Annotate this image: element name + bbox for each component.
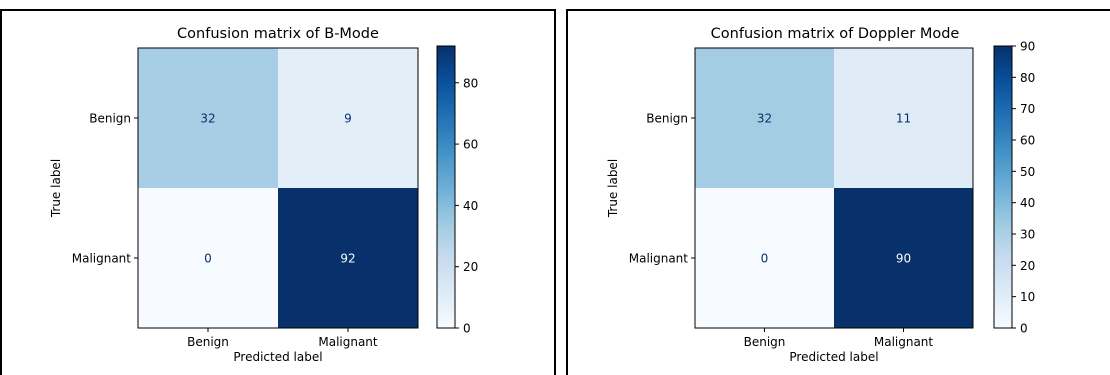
cell-value-label: 32 (200, 112, 215, 126)
plot-frame (137, 47, 419, 329)
chart-title: Confusion matrix of Doppler Mode (711, 26, 960, 42)
cell-value-label: 9 (344, 112, 352, 126)
x-tick-label: Malignant (318, 335, 378, 349)
chart-panel-doppler-mode (566, 9, 1110, 375)
chart-panel-b-mode (0, 9, 556, 375)
colorbar-tick-label: 0 (463, 322, 471, 336)
cell-value-label: 92 (340, 252, 355, 266)
x-tick-label: Malignant (874, 335, 934, 349)
colorbar-tick-label: 10 (1020, 290, 1035, 304)
colorbar-tick-label: 70 (1020, 102, 1035, 116)
colorbar-tick-label: 90 (1020, 40, 1035, 54)
x-axis-label: Predicted label (789, 350, 878, 364)
colorbar-tick-label: 50 (1020, 165, 1035, 179)
colorbar-tick-label: 40 (1020, 196, 1035, 210)
matrix-cell (695, 188, 834, 328)
plot-frame (694, 47, 974, 329)
y-tick-label: Malignant (629, 252, 689, 266)
y-axis-label: True label (606, 159, 620, 218)
y-tick-label: Benign (89, 112, 131, 126)
x-tick-label: Benign (744, 335, 786, 349)
matrix-cell (695, 48, 834, 188)
chart-title: Confusion matrix of B-Mode (177, 26, 379, 42)
colorbar-tick-label: 20 (1020, 259, 1035, 273)
matrix-cell (138, 48, 278, 188)
colorbar (436, 45, 456, 329)
colorbar (993, 45, 1013, 329)
y-axis-label: True label (49, 159, 63, 218)
matrix-cell (278, 188, 418, 328)
colorbar-tick-label: 60 (1020, 134, 1035, 148)
colorbar-tick-label: 60 (463, 138, 478, 152)
colorbar-tick-label: 0 (1020, 322, 1028, 336)
colorbar-tick-label: 20 (463, 260, 478, 274)
cell-value-label: 32 (757, 112, 772, 126)
matrix-cell (834, 48, 973, 188)
cell-value-label: 0 (761, 252, 769, 266)
cell-value-label: 11 (896, 112, 911, 126)
y-tick-label: Malignant (72, 252, 132, 266)
cell-value-label: 90 (896, 252, 911, 266)
matrix-cell (138, 188, 278, 328)
colorbar-tick-label: 80 (1020, 71, 1035, 85)
colorbar-tick-label: 40 (463, 199, 478, 213)
x-axis-label: Predicted label (233, 350, 322, 364)
colorbar-tick-label: 80 (463, 76, 478, 90)
cell-value-label: 0 (204, 252, 212, 266)
colorbar-tick-label: 30 (1020, 228, 1035, 242)
x-tick-label: Benign (187, 335, 229, 349)
matrix-cell (834, 188, 973, 328)
matrix-cell (278, 48, 418, 188)
y-tick-label: Benign (646, 112, 688, 126)
